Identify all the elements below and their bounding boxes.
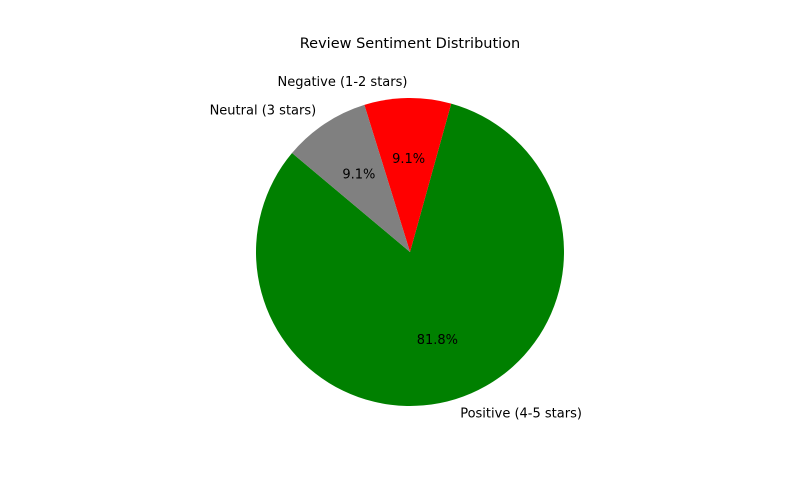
slice-label-positive-4-5-stars: Positive (4-5 stars) <box>460 406 582 421</box>
slice-label-negative-1-2-stars: Negative (1-2 stars) <box>278 75 408 90</box>
pct-label-positive-4-5-stars: 81.8% <box>417 333 458 348</box>
pie-slice-positive-4-5-stars <box>255 103 564 407</box>
chart-title: Review Sentiment Distribution <box>299 36 521 52</box>
pct-label-negative-1-2-stars: 9.1% <box>392 152 425 167</box>
pct-label-neutral-3-stars: 9.1% <box>342 168 375 183</box>
slice-label-neutral-3-stars: Neutral (3 stars) <box>210 103 317 118</box>
pie-slice-negative-1-2-stars <box>364 98 452 253</box>
pie-slice-neutral-3-stars <box>292 104 410 252</box>
